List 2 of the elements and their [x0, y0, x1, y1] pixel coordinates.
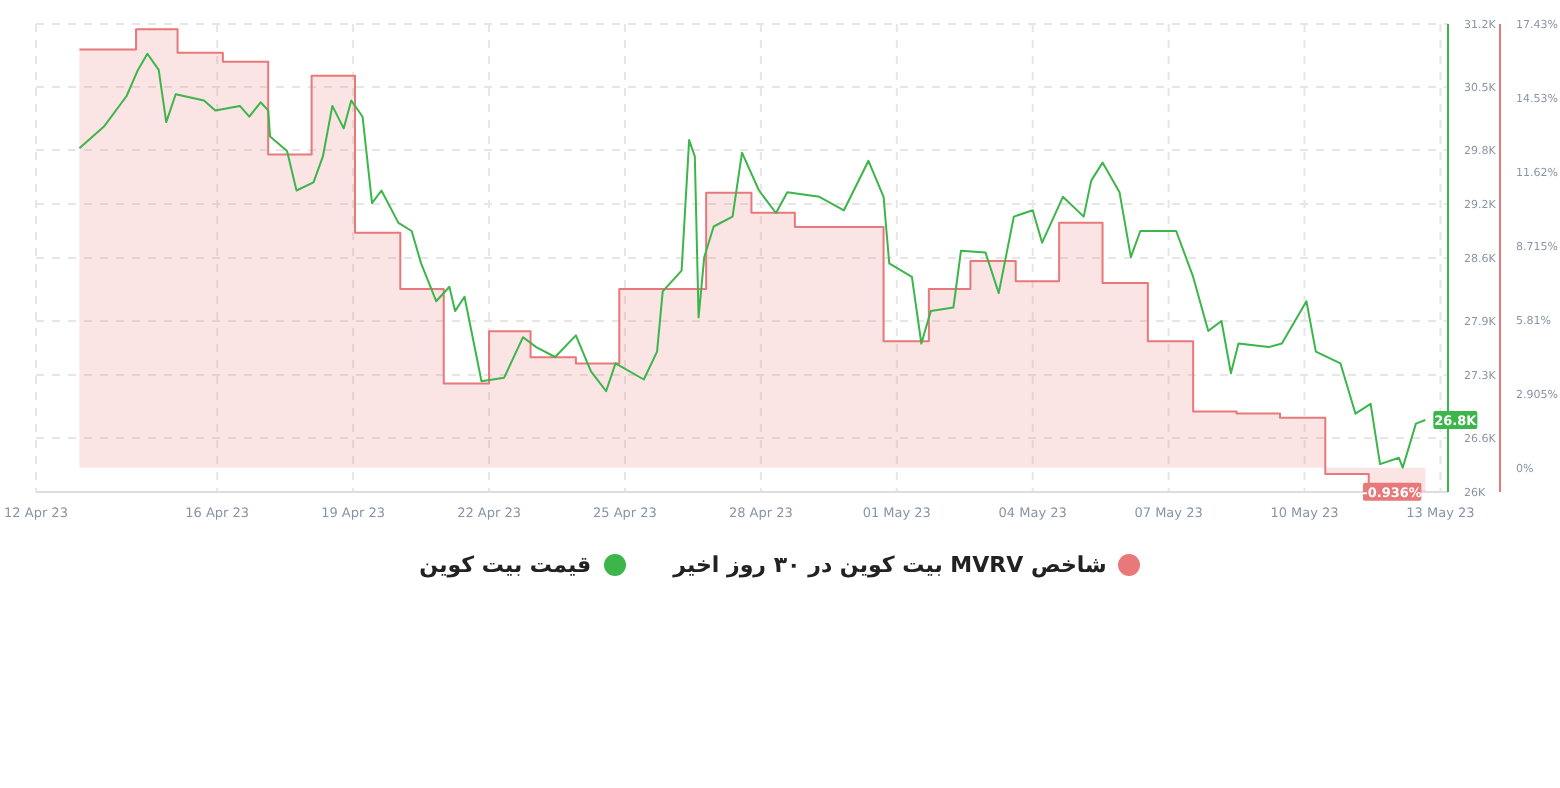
legend-label: شاخص MVRV بیت کوین در ۳۰ روز اخیر [673, 552, 1107, 578]
legend-label: قیمت بیت کوین [419, 552, 592, 578]
